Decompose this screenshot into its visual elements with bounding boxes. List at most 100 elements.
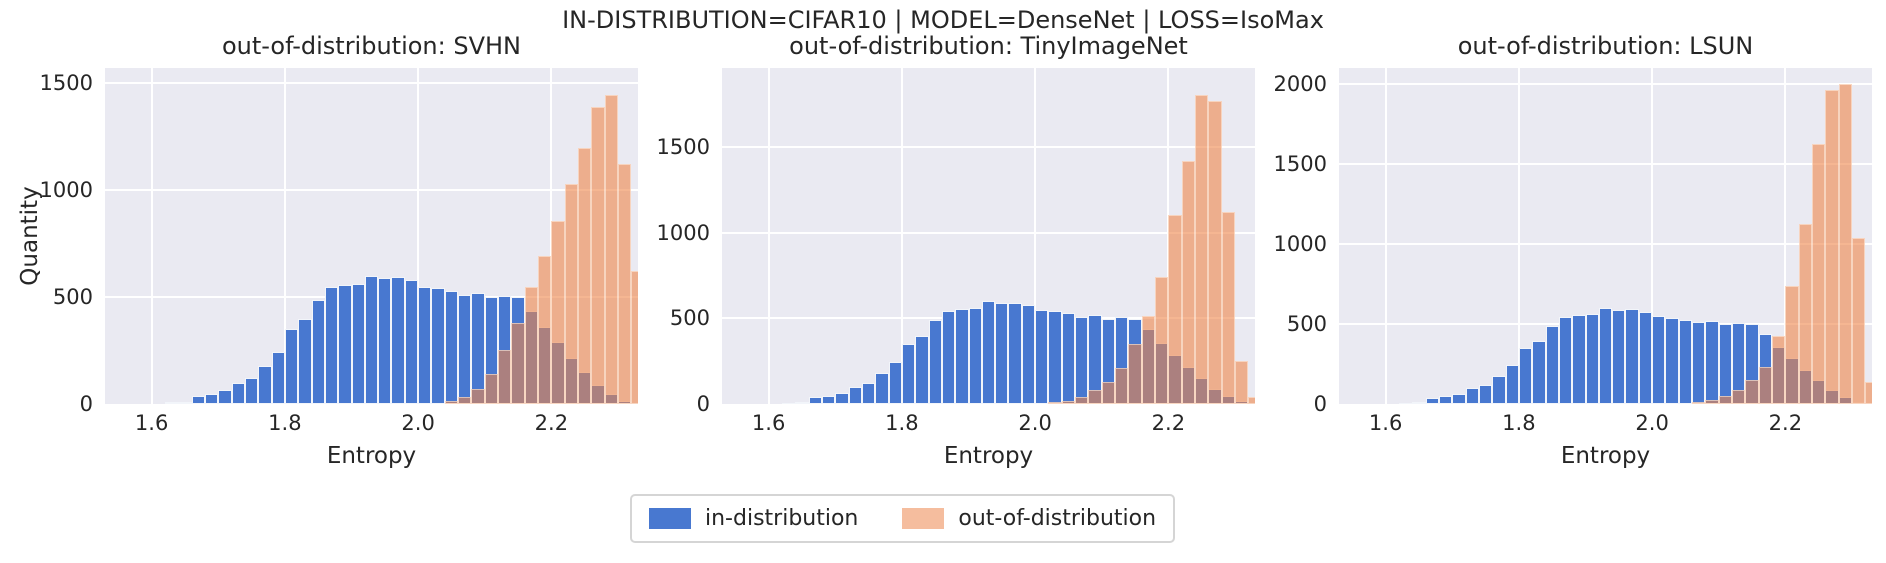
histogram-bar-out-of-distribution bbox=[1195, 95, 1209, 404]
gridline-vertical bbox=[1784, 68, 1787, 404]
histogram-bar-in-distribution bbox=[1598, 308, 1613, 404]
histogram-bar-in-distribution bbox=[1692, 322, 1706, 404]
histogram-bar-out-of-distribution bbox=[551, 221, 565, 404]
gridline-horizontal bbox=[1339, 83, 1872, 85]
histogram-bar-in-distribution bbox=[164, 402, 179, 404]
histogram-bar-in-distribution bbox=[1718, 324, 1733, 404]
histogram-bar-out-of-distribution bbox=[1705, 400, 1719, 404]
histogram-bar-in-distribution bbox=[928, 320, 942, 404]
histogram-bar-out-of-distribution bbox=[1048, 402, 1062, 404]
y-tick-label: 1000 bbox=[39, 177, 93, 202]
panel-title: out-of-distribution: SVHN bbox=[221, 32, 522, 60]
histogram-bar-in-distribution bbox=[338, 285, 352, 404]
x-tick-label: 1.8 bbox=[885, 411, 919, 435]
histogram-bar-in-distribution bbox=[1652, 316, 1666, 404]
x-axis-label: Entropy bbox=[326, 443, 417, 469]
histogram-bar-in-distribution bbox=[1625, 309, 1639, 404]
histogram-bar-in-distribution bbox=[378, 278, 392, 404]
y-tick-label: 500 bbox=[1286, 312, 1327, 336]
histogram-bar-out-of-distribution bbox=[1088, 390, 1102, 404]
histogram-bar-out-of-distribution bbox=[1838, 84, 1852, 404]
gridline-vertical bbox=[1517, 68, 1520, 404]
y-tick-label: 2000 bbox=[1273, 72, 1327, 96]
panel-title: out-of-distribution: LSUN bbox=[1457, 32, 1754, 60]
histogram-bar-in-distribution bbox=[1612, 309, 1626, 404]
gridline-horizontal bbox=[1339, 163, 1872, 165]
gridline-vertical bbox=[767, 68, 770, 404]
histogram-bar-in-distribution bbox=[244, 378, 259, 404]
histogram-bar-in-distribution bbox=[955, 308, 969, 404]
histogram-bar-in-distribution bbox=[781, 402, 796, 404]
histogram-bar-in-distribution bbox=[1075, 316, 1089, 404]
x-axis-label: Entropy bbox=[943, 443, 1034, 469]
legend-item: out-of-distribution bbox=[902, 506, 1156, 531]
legend: in-distribution out-of-distribution bbox=[630, 494, 1176, 543]
histogram-bar-out-of-distribution bbox=[1141, 315, 1156, 404]
histogram-bar-in-distribution bbox=[324, 287, 339, 404]
histogram-bar-out-of-distribution bbox=[631, 271, 638, 404]
histogram-bar-in-distribution bbox=[364, 275, 379, 404]
histogram-bar-out-of-distribution bbox=[1075, 397, 1089, 404]
histogram-bar-out-of-distribution bbox=[524, 287, 539, 404]
in-distribution-swatch bbox=[649, 508, 691, 529]
histogram-bar-out-of-distribution bbox=[1825, 89, 1839, 404]
histogram-bar-in-distribution bbox=[1398, 402, 1413, 404]
histogram-bar-in-distribution bbox=[1035, 310, 1049, 404]
out-of-distribution-swatch bbox=[902, 508, 945, 529]
histogram-bar-in-distribution bbox=[218, 390, 232, 404]
histogram-bar-out-of-distribution bbox=[1115, 368, 1129, 404]
histogram-bar-in-distribution bbox=[471, 293, 485, 404]
x-tick-label: 2.0 bbox=[1018, 411, 1052, 435]
panel-title: out-of-distribution: TinyImageNet bbox=[789, 32, 1188, 60]
gridline-vertical bbox=[1384, 68, 1387, 404]
y-tick-label: 1000 bbox=[656, 220, 710, 245]
x-tick-label: 2.2 bbox=[1151, 411, 1186, 435]
gridline-horizontal bbox=[105, 81, 638, 84]
x-axis-label: Entropy bbox=[1560, 443, 1651, 469]
histogram-bar-in-distribution bbox=[1665, 317, 1679, 404]
histogram-bar-in-distribution bbox=[418, 286, 432, 404]
y-tick-label: 1500 bbox=[656, 134, 710, 159]
histogram-bar-out-of-distribution bbox=[591, 106, 605, 404]
histogram-bar-out-of-distribution bbox=[1168, 215, 1182, 404]
histogram-bar-in-distribution bbox=[1465, 388, 1479, 404]
histogram-bar-out-of-distribution bbox=[498, 350, 512, 404]
histogram-bar-in-distribution bbox=[1048, 311, 1062, 404]
histogram-bar-in-distribution bbox=[204, 393, 219, 404]
legend-label: in-distribution bbox=[705, 506, 859, 531]
gridline-horizontal bbox=[722, 145, 1255, 148]
histogram-bar-in-distribution bbox=[1572, 315, 1586, 404]
x-tick-label: 2.0 bbox=[1635, 411, 1669, 435]
histogram-bar-in-distribution bbox=[821, 395, 836, 404]
histogram-bar-in-distribution bbox=[258, 365, 272, 404]
histogram-bar-out-of-distribution bbox=[1221, 212, 1235, 404]
histogram-bar-out-of-distribution bbox=[511, 322, 525, 404]
x-tick-label: 1.8 bbox=[268, 411, 302, 435]
histogram-bar-in-distribution bbox=[941, 310, 956, 404]
histogram-bar-in-distribution bbox=[995, 303, 1009, 404]
plot-area bbox=[105, 68, 638, 404]
histogram-bar-out-of-distribution bbox=[1235, 361, 1249, 404]
histogram-bar-in-distribution bbox=[458, 294, 472, 404]
histogram-bar-in-distribution bbox=[1008, 302, 1022, 404]
histogram-bar-in-distribution bbox=[888, 362, 902, 404]
histogram-bar-in-distribution bbox=[1638, 311, 1653, 404]
histogram-bar-in-distribution bbox=[404, 280, 419, 404]
histogram-bar-out-of-distribution bbox=[1798, 224, 1813, 404]
histogram-bar-in-distribution bbox=[1412, 402, 1426, 404]
x-tick-label: 1.6 bbox=[1368, 411, 1403, 435]
gridline-vertical bbox=[900, 68, 903, 404]
histogram-bar-in-distribution bbox=[861, 383, 876, 404]
histogram-bar-out-of-distribution bbox=[1061, 400, 1076, 404]
gridline-horizontal bbox=[722, 231, 1255, 234]
histogram-bar-out-of-distribution bbox=[1732, 389, 1746, 404]
histogram-bar-in-distribution bbox=[1678, 319, 1693, 404]
histogram-bar-in-distribution bbox=[981, 301, 996, 404]
histogram-bar-out-of-distribution bbox=[1128, 344, 1142, 404]
histogram-bar-in-distribution bbox=[231, 382, 245, 404]
gridline-horizontal bbox=[1339, 243, 1872, 245]
y-tick-label: 1500 bbox=[39, 70, 93, 95]
histogram-bar-out-of-distribution bbox=[1785, 285, 1799, 404]
histogram-bar-in-distribution bbox=[1478, 384, 1493, 404]
histogram-bar-in-distribution bbox=[968, 307, 982, 404]
